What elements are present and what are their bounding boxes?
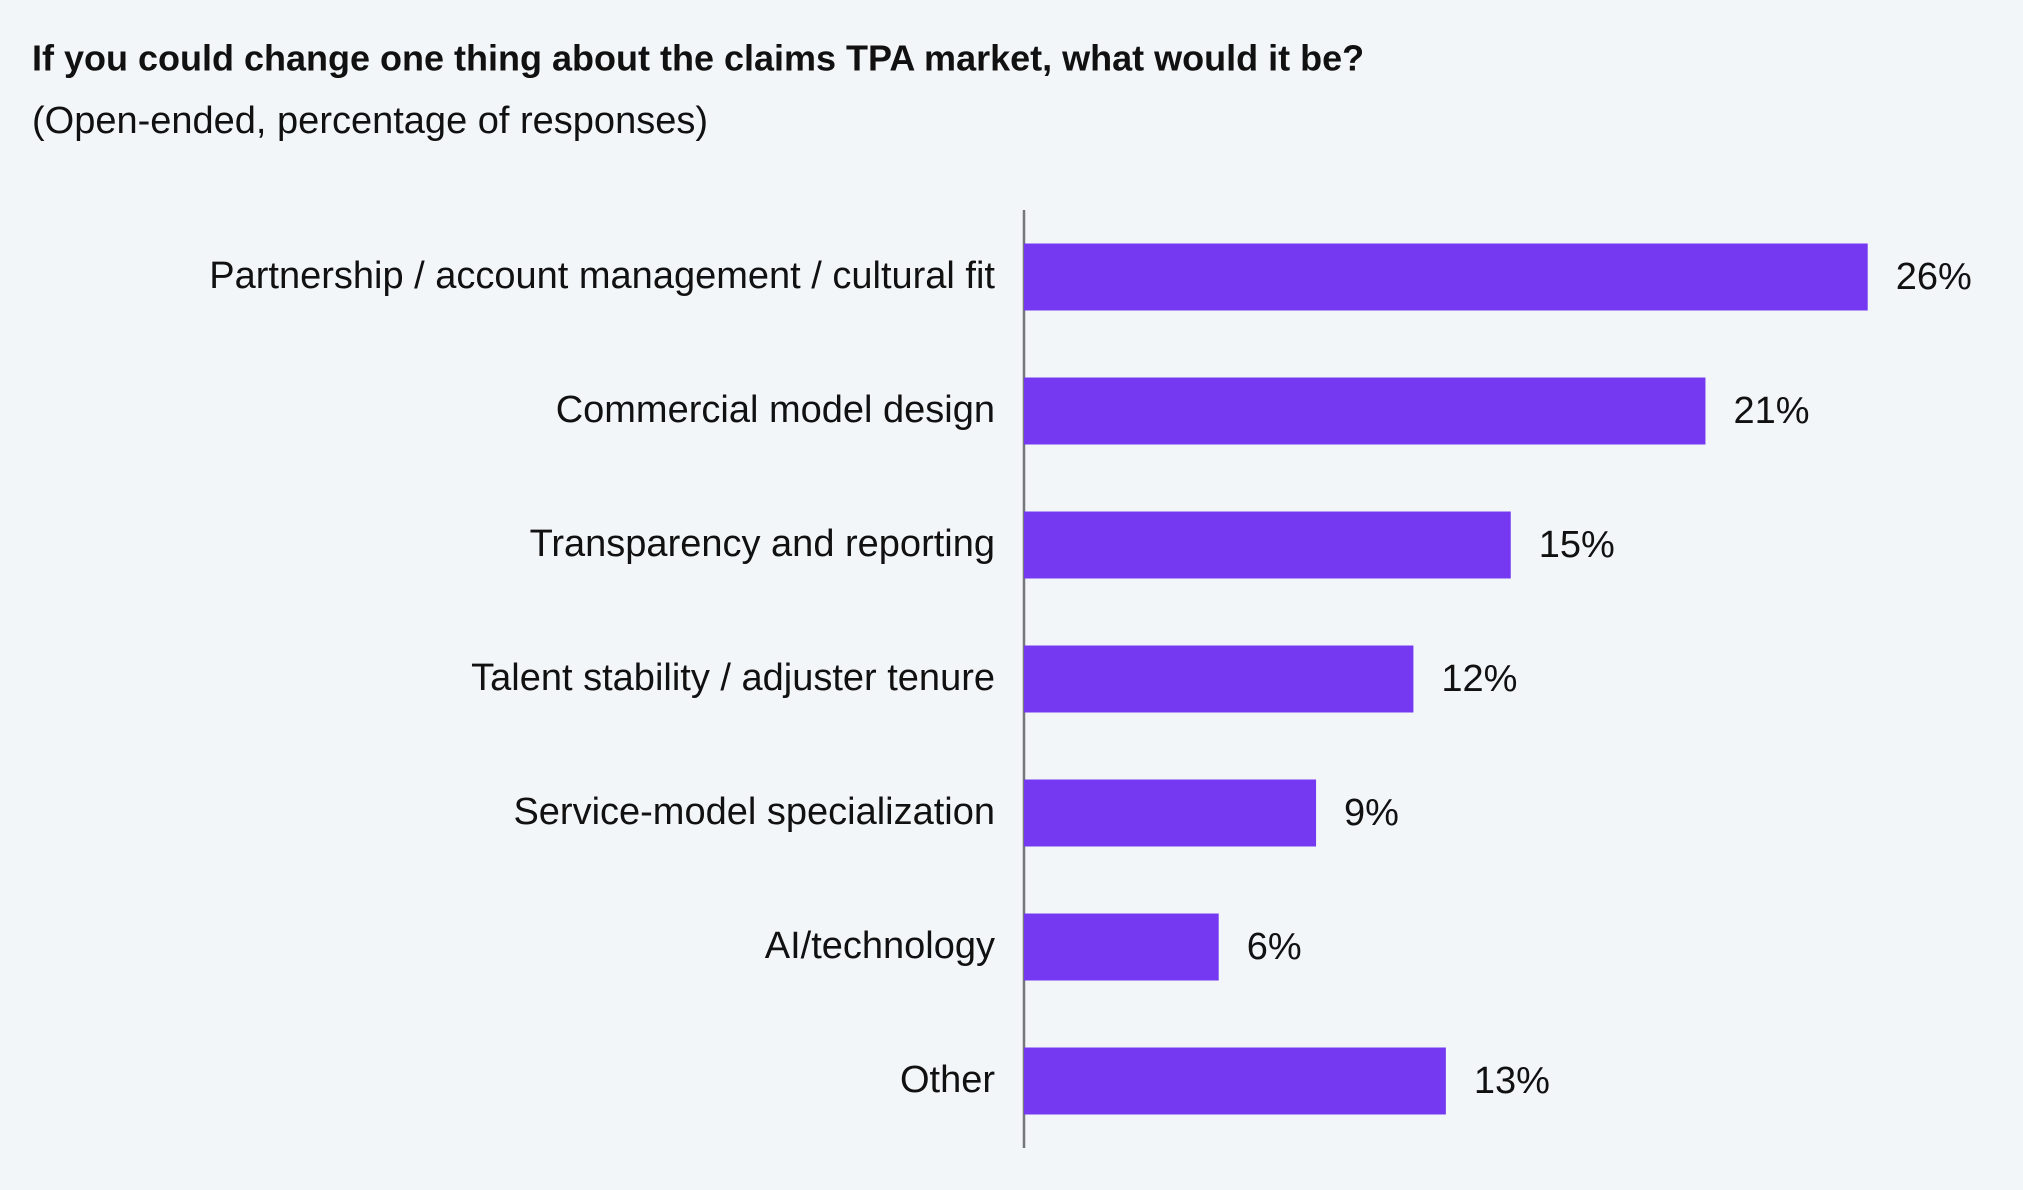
- bar: [1024, 779, 1317, 847]
- bar: [1024, 913, 1219, 981]
- chart-title: If you could change one thing about the …: [32, 38, 1364, 79]
- value-label: 13%: [1474, 1060, 1550, 1102]
- bar: [1024, 511, 1511, 579]
- bar: [1024, 243, 1868, 311]
- chart-subtitle: (Open-ended, percentage of responses): [32, 100, 708, 142]
- value-label: 9%: [1344, 792, 1399, 834]
- category-label: Service-model specialization: [513, 791, 995, 833]
- value-label: 26%: [1896, 256, 1972, 298]
- value-label: 6%: [1247, 926, 1302, 968]
- category-label: Other: [900, 1059, 995, 1101]
- bar: [1024, 377, 1706, 445]
- category-label: Talent stability / adjuster tenure: [471, 657, 995, 699]
- category-label: Transparency and reporting: [530, 523, 995, 565]
- category-label: Partnership / account management / cultu…: [209, 255, 995, 297]
- category-label: Commercial model design: [556, 389, 995, 431]
- bar: [1024, 645, 1414, 713]
- value-label: 12%: [1441, 658, 1517, 700]
- bar: [1024, 1047, 1446, 1115]
- value-label: 15%: [1539, 524, 1615, 566]
- value-label: 21%: [1733, 390, 1809, 432]
- category-label: AI/technology: [765, 925, 995, 967]
